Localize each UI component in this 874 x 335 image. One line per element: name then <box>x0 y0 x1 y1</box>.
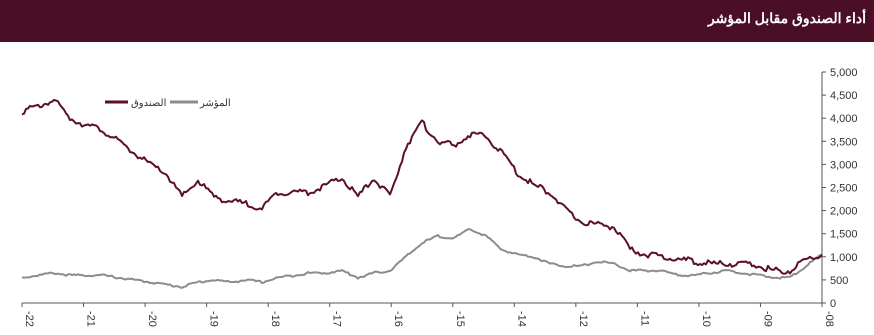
x-tick-label: -20 <box>146 311 158 327</box>
y-tick-label: 1,000 <box>830 252 858 264</box>
x-tick-label: -18 <box>269 311 281 327</box>
x-tick-label: -17 <box>331 311 343 327</box>
index-series-line <box>21 228 823 289</box>
y-tick-label: 500 <box>830 275 848 287</box>
x-tick-label: -16 <box>392 311 404 327</box>
y-tick-label: 5,000 <box>830 67 858 79</box>
performance-chart: 5,000 4,500 4,000 3,500 3,000 2,500 2,000 1,500… <box>21 67 858 327</box>
y-tick-label: 2,000 <box>830 206 858 218</box>
x-tick-label: -10 <box>700 311 712 327</box>
series-lines <box>21 98 823 289</box>
x-tick-label: -14 <box>515 311 527 327</box>
x-tick-label: -12 <box>577 311 589 327</box>
x-tick-label: -19 <box>208 311 220 327</box>
chart-title: أداء الصندوق مقابل المؤشر <box>707 10 866 26</box>
axes: 5,000 4,500 4,000 3,500 3,000 2,500 2,000 1,500… <box>21 67 858 327</box>
legend: الصندوق المؤشر <box>105 98 231 109</box>
legend-index-label: المؤشر <box>199 98 231 109</box>
x-tick-label: -15 <box>454 311 466 327</box>
y-tick-label: 4,500 <box>830 90 858 102</box>
y-tick-label: 3,500 <box>830 136 858 148</box>
x-tick-label: -21 <box>85 311 97 327</box>
title-bar: أداء الصندوق مقابل المؤشر <box>0 0 874 42</box>
y-tick-label: 0 <box>830 298 836 310</box>
y-tick-label: 2,500 <box>830 183 858 195</box>
y-tick-label: 1,500 <box>830 229 858 241</box>
x-tick-label: -11 <box>638 311 650 326</box>
x-tick-label: -09 <box>761 311 773 327</box>
legend-fund-label: الصندوق <box>131 98 166 109</box>
y-tick-label: 4,000 <box>830 113 858 125</box>
fund-series-line <box>21 98 823 275</box>
y-tick-label: 3,000 <box>830 159 858 171</box>
x-tick-label: -08 <box>823 311 835 327</box>
chart-area: 5,000 4,500 4,000 3,500 3,000 2,500 2,000 1,500… <box>0 42 874 330</box>
x-tick-label: -22 <box>23 311 35 327</box>
